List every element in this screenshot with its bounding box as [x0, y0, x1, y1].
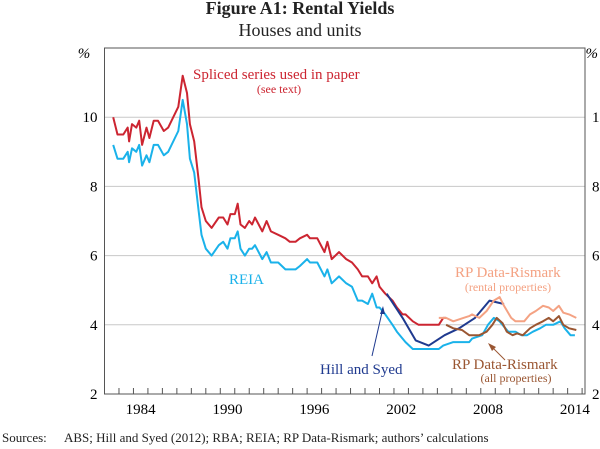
label-rp-all-sub: (all properties)	[481, 371, 552, 385]
label-spliced: Spliced series used in paper	[193, 67, 360, 83]
gridlines	[104, 116, 585, 326]
chart-title: Figure A1: Rental Yields	[205, 0, 395, 18]
x-tick-label: 2014	[560, 402, 591, 418]
x-tick-label: 1990	[213, 402, 243, 418]
y-unit-left: %	[78, 46, 91, 62]
y-tick-label-left: 8	[90, 179, 98, 195]
axis-ticks: 2 2 4 4 6 6 8 8 10 10 1984 1990 1996 2002 2008 2014	[83, 110, 600, 418]
chart-subtitle: Houses and units	[238, 20, 362, 40]
sources-label: Sources:	[2, 430, 47, 445]
plot-frame	[104, 47, 586, 395]
series-lines	[112, 74, 577, 350]
y-tick-label-left: 10	[83, 110, 98, 126]
y-tick-label-right: 2	[592, 387, 600, 403]
series-line-rp-data-rismark-all-properties	[445, 315, 577, 337]
x-tick-label: 2002	[386, 402, 416, 418]
y-tick-label-left: 4	[90, 318, 98, 334]
y-unit-right: %	[586, 46, 599, 62]
label-rp-all: RP Data-Rismark	[452, 357, 558, 373]
sources-note: Sources: ABS; Hill and Syed (2012); RBA; …	[2, 430, 489, 446]
y-tick-label-right: 10	[592, 110, 600, 126]
x-tick-label: 1996	[299, 402, 330, 418]
y-tick-label-right: 6	[592, 249, 600, 265]
series-line-hill-and-syed	[385, 293, 505, 347]
y-tick-label-left: 2	[90, 387, 98, 403]
series-line-rp-data-rismark-rental-properties	[438, 296, 577, 323]
rp-all-arrowhead	[488, 343, 496, 351]
sources-text: ABS; Hill and Syed (2012); RBA; REIA; RP…	[64, 430, 489, 445]
y-tick-label-right: 8	[592, 179, 600, 195]
label-hill-syed: Hill and Syed	[320, 362, 403, 378]
hill-syed-arrow	[371, 307, 384, 357]
label-reia: REIA	[229, 272, 264, 288]
y-tick-label-right: 4	[592, 318, 600, 334]
y-tick-label-left: 6	[90, 249, 98, 265]
x-tick-label: 2008	[473, 402, 503, 418]
hill-syed-arrowhead	[380, 306, 385, 314]
label-rp-rental: RP Data-Rismark	[455, 265, 561, 281]
series-line-reia	[112, 98, 575, 350]
x-tick-label: 1984	[126, 402, 157, 418]
label-rp-rental-sub: (rental properties)	[465, 280, 551, 294]
series-line-spliced-series-used-in-paper-see-text	[112, 74, 447, 326]
label-spliced-sub: (see text)	[257, 82, 301, 96]
